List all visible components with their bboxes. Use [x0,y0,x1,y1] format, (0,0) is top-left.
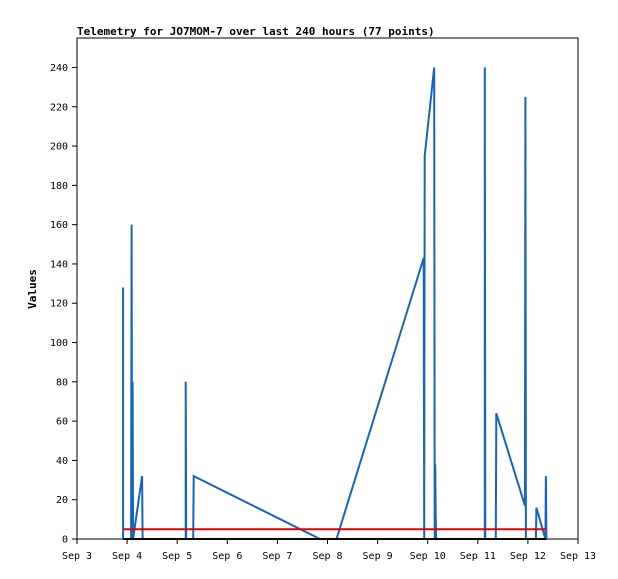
y-tick-label: 160 [50,220,68,231]
series-line-1 [122,67,548,540]
x-axis: Sep 3 Sep 4 Sep 5 Sep 6 Sep 7 Sep 8 Sep 9 Sep 1… [62,539,596,562]
y-tick-label: 60 [56,417,68,428]
x-tick-label: Sep 3 [62,551,92,562]
y-tick-label: 40 [56,456,68,467]
x-tick-label: Sep 9 [363,551,393,562]
y-tick-label: 100 [50,338,68,349]
y-tick-label: 120 [50,299,68,310]
x-tick-label: Sep 8 [312,551,342,562]
x-tick-label: Sep 13 [560,551,596,562]
y-axis: 0 20 40 60 80 100 120 140 160 180 200 220 240 [50,63,77,546]
x-tick-label: Sep 11 [460,551,496,562]
y-tick-label: 240 [50,63,68,74]
series-layer [122,67,548,540]
y-tick-label: 20 [56,495,68,506]
x-tick-label: Sep 10 [410,551,446,562]
x-tick-label: Sep 7 [262,551,292,562]
x-tick-label: Sep 12 [510,551,546,562]
x-tick-label: Sep 6 [212,551,242,562]
x-tick-label: Sep 5 [162,551,192,562]
y-tick-label: 140 [50,259,68,270]
chart-title: Telemetry for JO7MOM-7 over last 240 hou… [77,25,435,38]
y-tick-label: 180 [50,181,68,192]
y-tick-label: 200 [50,142,68,153]
plot-area [76,37,579,540]
y-tick-label: 80 [56,377,68,388]
y-tick-label: 220 [50,102,68,113]
y-axis-label: Values [26,269,39,309]
x-tick-label: Sep 4 [112,551,142,562]
y-tick-label: 0 [62,535,68,546]
